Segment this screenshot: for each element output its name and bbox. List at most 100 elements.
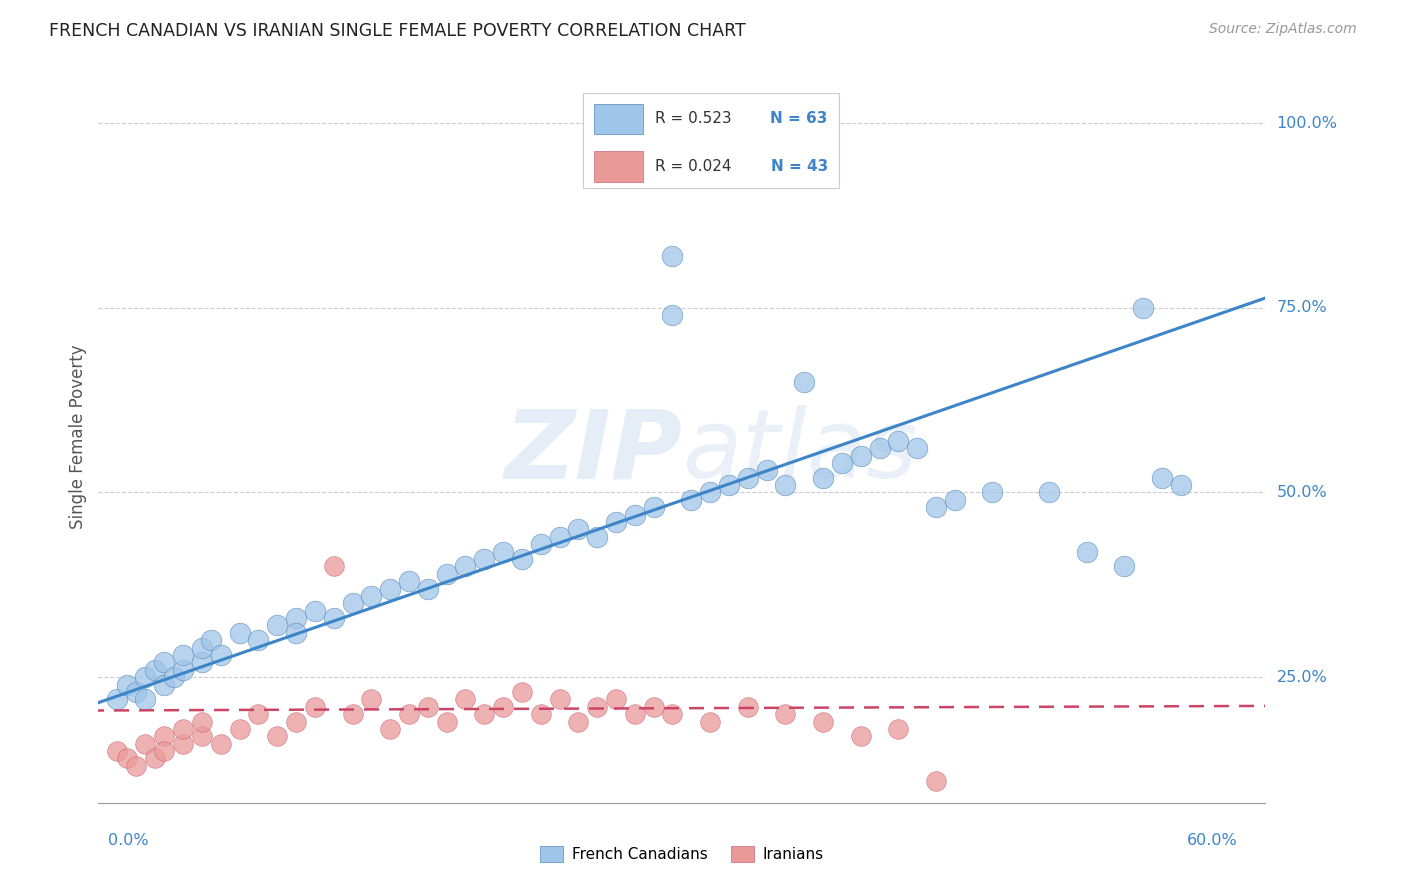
- Point: [228, 625, 250, 640]
- Point: [454, 692, 477, 706]
- Point: [1150, 471, 1173, 485]
- Text: Source: ZipAtlas.com: Source: ZipAtlas.com: [1209, 22, 1357, 37]
- Point: [586, 530, 609, 544]
- Point: [699, 714, 721, 729]
- Point: [143, 663, 166, 677]
- Point: [304, 699, 326, 714]
- Point: [172, 663, 194, 677]
- Point: [869, 441, 891, 455]
- Point: [228, 722, 250, 736]
- Point: [247, 707, 270, 722]
- Point: [643, 500, 665, 515]
- Point: [567, 523, 589, 537]
- Point: [153, 656, 176, 670]
- Point: [624, 508, 647, 522]
- Point: [737, 471, 759, 485]
- Point: [681, 492, 703, 507]
- Point: [209, 648, 232, 662]
- Point: [472, 707, 495, 722]
- Point: [163, 670, 186, 684]
- Point: [380, 722, 402, 736]
- Point: [775, 478, 797, 492]
- Point: [1114, 559, 1136, 574]
- Point: [567, 714, 589, 729]
- Point: [105, 744, 128, 758]
- Point: [510, 685, 533, 699]
- Point: [322, 611, 344, 625]
- Point: [1170, 478, 1192, 492]
- Point: [143, 751, 166, 765]
- Point: [548, 530, 571, 544]
- Point: [699, 485, 721, 500]
- Point: [1076, 544, 1098, 558]
- Point: [285, 714, 308, 729]
- Point: [887, 722, 910, 736]
- Text: 0.0%: 0.0%: [108, 833, 149, 848]
- Point: [172, 737, 194, 751]
- Point: [247, 633, 270, 648]
- Point: [172, 722, 194, 736]
- Point: [849, 729, 872, 743]
- Point: [887, 434, 910, 448]
- Point: [360, 692, 382, 706]
- Legend: French Canadians, Iranians: French Canadians, Iranians: [534, 840, 830, 868]
- Point: [605, 515, 627, 529]
- Point: [125, 685, 148, 699]
- Point: [661, 707, 683, 722]
- Point: [398, 574, 420, 589]
- Point: [905, 441, 928, 455]
- Text: N = 63: N = 63: [770, 112, 828, 127]
- Point: [605, 692, 627, 706]
- Point: [200, 633, 222, 648]
- Point: [811, 714, 834, 729]
- Point: [105, 692, 128, 706]
- Point: [548, 692, 571, 706]
- Point: [737, 699, 759, 714]
- Point: [266, 729, 288, 743]
- Point: [285, 611, 308, 625]
- Point: [153, 729, 176, 743]
- Point: [416, 582, 439, 596]
- Point: [925, 773, 948, 788]
- Point: [304, 604, 326, 618]
- Text: 75.0%: 75.0%: [1277, 301, 1327, 315]
- Point: [134, 692, 156, 706]
- Point: [398, 707, 420, 722]
- Point: [134, 670, 156, 684]
- Point: [209, 737, 232, 751]
- Point: [134, 737, 156, 751]
- Point: [943, 492, 966, 507]
- Point: [454, 559, 477, 574]
- Point: [925, 500, 948, 515]
- Point: [191, 729, 214, 743]
- Point: [436, 566, 458, 581]
- Point: [125, 759, 148, 773]
- Point: [661, 249, 683, 263]
- Point: [115, 751, 138, 765]
- Point: [811, 471, 834, 485]
- Point: [624, 707, 647, 722]
- Point: [793, 375, 815, 389]
- Text: 25.0%: 25.0%: [1277, 670, 1327, 685]
- Point: [380, 582, 402, 596]
- FancyBboxPatch shape: [595, 151, 644, 182]
- Text: 60.0%: 60.0%: [1187, 833, 1237, 848]
- Point: [285, 625, 308, 640]
- Point: [266, 618, 288, 632]
- Point: [153, 744, 176, 758]
- Point: [717, 478, 740, 492]
- Point: [849, 449, 872, 463]
- Point: [775, 707, 797, 722]
- Y-axis label: Single Female Poverty: Single Female Poverty: [69, 345, 87, 529]
- Point: [643, 699, 665, 714]
- Point: [530, 707, 553, 722]
- Point: [416, 699, 439, 714]
- Point: [342, 596, 364, 610]
- Point: [153, 677, 176, 691]
- Point: [115, 677, 138, 691]
- Text: R = 0.024: R = 0.024: [655, 159, 731, 174]
- FancyBboxPatch shape: [582, 94, 839, 188]
- Point: [981, 485, 1004, 500]
- Text: 100.0%: 100.0%: [1277, 116, 1337, 130]
- Text: ZIP: ZIP: [503, 405, 682, 499]
